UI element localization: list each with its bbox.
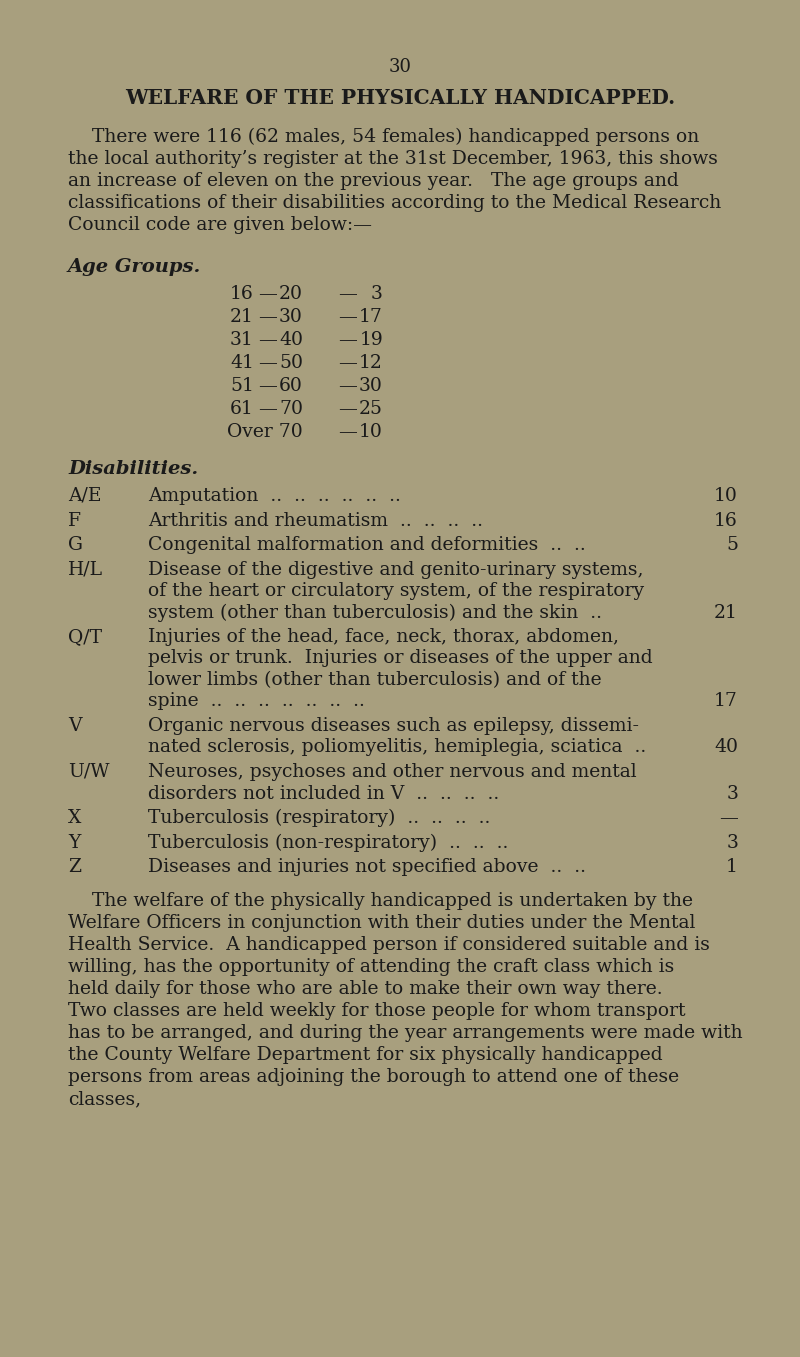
- Text: Amputation  ..  ..  ..  ..  ..  ..: Amputation .. .. .. .. .. ..: [148, 487, 401, 505]
- Text: 19: 19: [359, 331, 383, 349]
- Text: Disease of the digestive and genito-urinary systems,: Disease of the digestive and genito-urin…: [148, 560, 643, 578]
- Text: G: G: [68, 536, 83, 554]
- Text: disorders not included in V  ..  ..  ..  ..: disorders not included in V .. .. .. ..: [148, 784, 499, 802]
- Text: 1: 1: [726, 858, 738, 877]
- Text: 41: 41: [230, 354, 254, 372]
- Text: F: F: [68, 512, 81, 529]
- Text: —: —: [338, 377, 358, 395]
- Text: —: —: [338, 285, 358, 303]
- Text: Injuries of the head, face, neck, thorax, abdomen,: Injuries of the head, face, neck, thorax…: [148, 628, 619, 646]
- Text: Tuberculosis (respiratory)  ..  ..  ..  ..: Tuberculosis (respiratory) .. .. .. ..: [148, 809, 490, 828]
- Text: 3: 3: [726, 833, 738, 851]
- Text: Z: Z: [68, 858, 81, 877]
- Text: persons from areas adjoining the borough to attend one of these: persons from areas adjoining the borough…: [68, 1068, 679, 1087]
- Text: Congenital malformation and deformities  ..  ..: Congenital malformation and deformities …: [148, 536, 586, 554]
- Text: —: —: [258, 308, 278, 326]
- Text: 10: 10: [359, 423, 383, 441]
- Text: —: —: [338, 308, 358, 326]
- Text: of the heart or circulatory system, of the respiratory: of the heart or circulatory system, of t…: [148, 582, 644, 600]
- Text: 40: 40: [714, 738, 738, 756]
- Text: 20: 20: [279, 285, 303, 303]
- Text: 21: 21: [230, 308, 254, 326]
- Text: 17: 17: [359, 308, 383, 326]
- Text: Age Groups.: Age Groups.: [68, 258, 202, 275]
- Text: —: —: [338, 331, 358, 349]
- Text: Disabilities.: Disabilities.: [68, 460, 198, 478]
- Text: 60: 60: [279, 377, 303, 395]
- Text: 70: 70: [279, 400, 303, 418]
- Text: an increase of eleven on the previous year.   The age groups and: an increase of eleven on the previous ye…: [68, 172, 678, 190]
- Text: lower limbs (other than tuberculosis) and of the: lower limbs (other than tuberculosis) an…: [148, 670, 602, 689]
- Text: 5: 5: [726, 536, 738, 554]
- Text: system (other than tuberculosis) and the skin  ..: system (other than tuberculosis) and the…: [148, 604, 602, 622]
- Text: Welfare Officers in conjunction with their duties under the Mental: Welfare Officers in conjunction with the…: [68, 915, 695, 932]
- Text: 16: 16: [714, 512, 738, 529]
- Text: 50: 50: [279, 354, 303, 372]
- Text: pelvis or trunk.  Injuries or diseases of the upper and: pelvis or trunk. Injuries or diseases of…: [148, 650, 653, 668]
- Text: Tuberculosis (non-respiratory)  ..  ..  ..: Tuberculosis (non-respiratory) .. .. ..: [148, 833, 508, 852]
- Text: There were 116 (62 males, 54 females) handicapped persons on: There were 116 (62 males, 54 females) ha…: [68, 128, 699, 147]
- Text: 16: 16: [230, 285, 254, 303]
- Text: 30: 30: [389, 58, 411, 76]
- Text: 10: 10: [714, 487, 738, 505]
- Text: spine  ..  ..  ..  ..  ..  ..  ..: spine .. .. .. .. .. .. ..: [148, 692, 365, 711]
- Text: Q/T: Q/T: [68, 628, 102, 646]
- Text: 12: 12: [359, 354, 383, 372]
- Text: —: —: [258, 285, 278, 303]
- Text: 31: 31: [230, 331, 254, 349]
- Text: WELFARE OF THE PHYSICALLY HANDICAPPED.: WELFARE OF THE PHYSICALLY HANDICAPPED.: [125, 88, 675, 109]
- Text: 25: 25: [359, 400, 383, 418]
- Text: 21: 21: [714, 604, 738, 622]
- Text: —: —: [258, 377, 278, 395]
- Text: —: —: [338, 400, 358, 418]
- Text: the County Welfare Department for six physically handicapped: the County Welfare Department for six ph…: [68, 1046, 662, 1064]
- Text: —: —: [258, 400, 278, 418]
- Text: Two classes are held weekly for those people for whom transport: Two classes are held weekly for those pe…: [68, 1003, 686, 1020]
- Text: The welfare of the physically handicapped is undertaken by the: The welfare of the physically handicappe…: [68, 893, 693, 911]
- Text: Over 70: Over 70: [227, 423, 303, 441]
- Text: willing, has the opportunity of attending the craft class which is: willing, has the opportunity of attendin…: [68, 958, 674, 977]
- Text: 3: 3: [726, 784, 738, 802]
- Text: A/E: A/E: [68, 487, 102, 505]
- Text: —: —: [338, 354, 358, 372]
- Text: held daily for those who are able to make their own way there.: held daily for those who are able to mak…: [68, 981, 662, 999]
- Text: classifications of their disabilities according to the Medical Research: classifications of their disabilities ac…: [68, 194, 722, 212]
- Text: Council code are given below:—: Council code are given below:—: [68, 216, 372, 233]
- Text: 40: 40: [279, 331, 303, 349]
- Text: Y: Y: [68, 833, 80, 851]
- Text: 30: 30: [279, 308, 303, 326]
- Text: —: —: [258, 331, 278, 349]
- Text: U/W: U/W: [68, 763, 110, 782]
- Text: Health Service.  A handicapped person if considered suitable and is: Health Service. A handicapped person if …: [68, 936, 710, 954]
- Text: 17: 17: [714, 692, 738, 711]
- Text: the local authority’s register at the 31st December, 1963, this shows: the local authority’s register at the 31…: [68, 151, 718, 168]
- Text: 30: 30: [359, 377, 383, 395]
- Text: X: X: [68, 809, 82, 826]
- Text: nated sclerosis, poliomyelitis, hemiplegia, sciatica  ..: nated sclerosis, poliomyelitis, hemipleg…: [148, 738, 646, 756]
- Text: 3: 3: [371, 285, 383, 303]
- Text: Organic nervous diseases such as epilepsy, dissemi-: Organic nervous diseases such as epileps…: [148, 716, 639, 735]
- Text: —: —: [258, 354, 278, 372]
- Text: Diseases and injuries not specified above  ..  ..: Diseases and injuries not specified abov…: [148, 858, 586, 877]
- Text: —: —: [338, 423, 358, 441]
- Text: 61: 61: [230, 400, 254, 418]
- Text: —: —: [719, 809, 738, 826]
- Text: 51: 51: [230, 377, 254, 395]
- Text: Arthritis and rheumatism  ..  ..  ..  ..: Arthritis and rheumatism .. .. .. ..: [148, 512, 483, 529]
- Text: has to be arranged, and during the year arrangements were made with: has to be arranged, and during the year …: [68, 1025, 742, 1042]
- Text: V: V: [68, 716, 82, 735]
- Text: Neuroses, psychoses and other nervous and mental: Neuroses, psychoses and other nervous an…: [148, 763, 637, 782]
- Text: classes,: classes,: [68, 1091, 141, 1109]
- Text: H/L: H/L: [68, 560, 103, 578]
